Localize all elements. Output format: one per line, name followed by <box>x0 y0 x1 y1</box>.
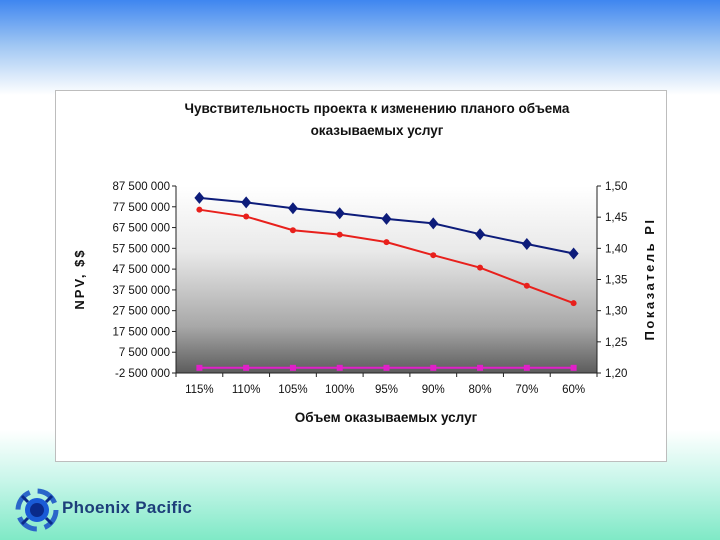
y-tick-label: -2 500 000 <box>115 368 170 380</box>
series-1-point <box>287 202 298 215</box>
series-1-point <box>475 228 486 241</box>
y-axis-label: NPV, $$ <box>72 248 87 309</box>
y-tick-label: 17 500 000 <box>112 326 170 338</box>
series-2-point <box>289 227 296 234</box>
y2-tick-label: 1,40 <box>605 243 627 255</box>
x-tick-label: 105% <box>278 384 307 396</box>
x-tick-label: 80% <box>469 384 492 396</box>
y-tick-label: 67 500 000 <box>112 223 170 235</box>
series-1-point <box>194 191 205 204</box>
chart-title-line2: оказываемых услуг <box>311 123 444 138</box>
series-2-point <box>430 252 437 259</box>
series-2-point <box>336 231 343 238</box>
series-3-point <box>289 364 296 371</box>
y-tick-label: 57 500 000 <box>112 243 170 255</box>
series-3-point <box>383 364 390 371</box>
series-3-point <box>243 364 250 371</box>
chart-svg: Чувствительность проекта к изменению пла… <box>72 101 657 425</box>
series-3-point <box>477 364 484 371</box>
y-tick-label: 7 500 000 <box>119 347 170 359</box>
phoenix-logo-icon <box>15 488 59 532</box>
x-axis-label: Объем оказываемых услуг <box>295 410 478 425</box>
series-1-point <box>334 207 345 220</box>
series-1-point <box>521 237 532 250</box>
series-2-point <box>570 300 577 307</box>
series-2-point <box>243 213 250 220</box>
y-tick-label: 47 500 000 <box>112 264 170 276</box>
x-tick-label: 115% <box>185 384 214 396</box>
series-2-point <box>523 282 530 289</box>
series-2-point <box>383 239 390 246</box>
y-tick-label: 27 500 000 <box>112 306 170 318</box>
y2-tick-label: 1,45 <box>605 212 627 224</box>
plot-area: 87 500 000 77 500 000 67 500 000 57 500 000… <box>112 181 627 396</box>
chart-panel: Чувствительность проекта к изменению пла… <box>55 90 667 462</box>
brand-block: Phoenix Pacific <box>14 488 204 532</box>
y2-tick-label: 1,20 <box>605 368 627 380</box>
series-3-point <box>570 364 577 371</box>
y2-tick-label: 1,35 <box>605 275 627 287</box>
x-tick-label: 90% <box>422 384 445 396</box>
x-tick-label: 95% <box>375 384 398 396</box>
series-3-point <box>430 364 437 371</box>
series-3-point <box>196 364 203 371</box>
series-1-point <box>428 217 439 230</box>
series-3-point <box>523 364 530 371</box>
brand-name: Phoenix Pacific <box>62 498 193 517</box>
chart-title-line1: Чувствительность проекта к изменению пла… <box>185 101 570 116</box>
series-2-point <box>477 264 484 271</box>
y2-tick-label: 1,25 <box>605 337 627 349</box>
x-tick-label: 110% <box>232 384 261 396</box>
x-tick-label: 100% <box>325 384 354 396</box>
series-1-point <box>241 196 252 209</box>
series-2-point <box>196 206 203 213</box>
x-tick-label: 70% <box>515 384 538 396</box>
y-tick-label: 77 500 000 <box>112 202 170 214</box>
x-tick-label: 60% <box>562 384 585 396</box>
series-1-point <box>381 212 392 225</box>
y2-tick-label: 1,30 <box>605 306 627 318</box>
series-3-point <box>336 364 343 371</box>
series-1-point <box>568 247 579 260</box>
y2-axis-label: Показатель PI <box>642 218 657 341</box>
y-tick-label: 87 500 000 <box>112 181 170 193</box>
y2-tick-label: 1,50 <box>605 181 627 193</box>
y-tick-label: 37 500 000 <box>112 285 170 297</box>
